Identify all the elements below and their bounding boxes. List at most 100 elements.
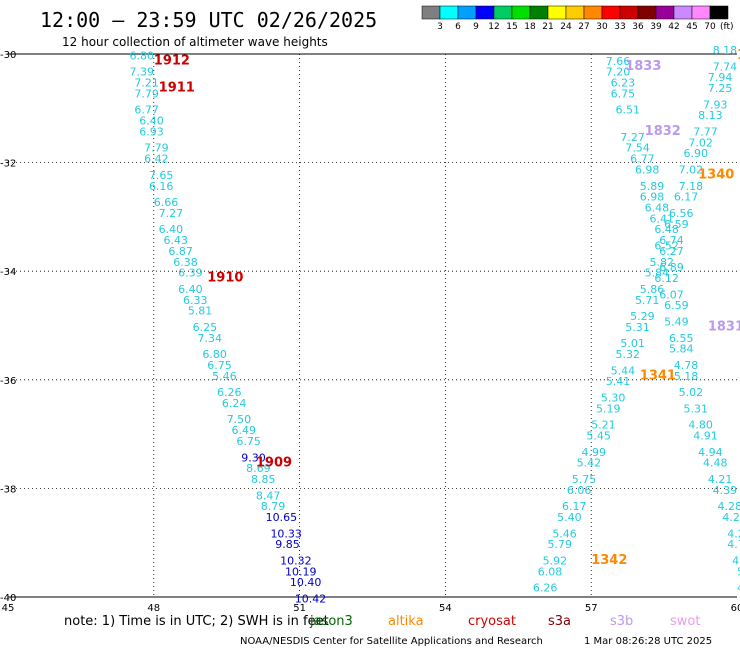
wave-height-label: 7.02 bbox=[679, 163, 704, 176]
satellite-legend-item: altika bbox=[388, 614, 424, 629]
colorbar-swatch bbox=[583, 5, 603, 20]
wave-height-label: 6.90 bbox=[684, 147, 709, 160]
wave-height-label: 5.30 bbox=[601, 392, 626, 405]
lon-tick-label: 57 bbox=[585, 603, 598, 614]
wave-height-label: 6.41 bbox=[650, 212, 675, 225]
wave-height-label: 5.86 bbox=[640, 283, 665, 296]
wave-height-label: 6.17 bbox=[674, 191, 699, 204]
pass-id-label: 1833 bbox=[625, 59, 661, 74]
wave-height-label: 5.71 bbox=[635, 294, 660, 307]
wave-height-label: 6.26 bbox=[217, 386, 242, 399]
wave-height-label: 7.74 bbox=[713, 60, 738, 73]
wave-height-label: 8.13 bbox=[698, 109, 723, 122]
lon-tick-label: 48 bbox=[147, 603, 160, 614]
wave-height-label: 10.33 bbox=[270, 527, 302, 540]
map-area: 454851545760-30-32-34-36-38-40 6.807.397… bbox=[0, 44, 740, 614]
wave-height-label: 7.77 bbox=[693, 125, 718, 138]
lon-tick-label: 54 bbox=[439, 603, 452, 614]
colorbar-label: 21 bbox=[542, 22, 553, 32]
satellite-legend-item: cryosat bbox=[468, 614, 516, 629]
wave-height-label: 6.80 bbox=[202, 348, 227, 361]
wave-height-label: 6.07 bbox=[659, 288, 684, 301]
wave-height-label: 6.75 bbox=[207, 359, 232, 372]
wave-height-label: 7.79 bbox=[134, 87, 159, 100]
wave-height-label: 5.49 bbox=[664, 316, 689, 329]
wave-height-label: 5.84 bbox=[669, 343, 694, 356]
wave-height-label: 6.33 bbox=[183, 294, 208, 307]
wave-height-label: 6.17 bbox=[562, 500, 587, 513]
wave-height-label: 5.42 bbox=[577, 457, 602, 470]
colorbar-swatch bbox=[655, 5, 675, 20]
colorbar-label: 12 bbox=[488, 22, 499, 32]
colorbar-swatch bbox=[439, 5, 459, 20]
colorbar-label: 30 bbox=[596, 22, 608, 32]
wave-height-label: 6.98 bbox=[635, 163, 660, 176]
wave-height-label: 6.77 bbox=[134, 104, 159, 117]
wave-height-label: 7.27 bbox=[159, 207, 184, 220]
colorbar-label: 3 bbox=[437, 22, 443, 32]
wave-height-label: 6.40 bbox=[159, 223, 184, 236]
wave-height-label: 5.82 bbox=[650, 256, 675, 269]
colorbar-label: 6 bbox=[455, 22, 461, 32]
colorbar-label: 42 bbox=[668, 22, 679, 32]
wave-height-label: 7.93 bbox=[703, 98, 728, 111]
colorbar-swatch bbox=[511, 5, 531, 20]
lon-tick-label: 51 bbox=[293, 603, 306, 614]
wave-height-label: 5.46 bbox=[552, 527, 577, 540]
wave-height-label: 5.45 bbox=[586, 430, 611, 443]
wave-height-label: 6.89 bbox=[659, 261, 684, 274]
wave-height-label: 6.49 bbox=[232, 424, 257, 437]
lat-tick-label: -36 bbox=[0, 376, 16, 387]
wave-height-label: 4.74 bbox=[737, 582, 740, 595]
wave-height-label: 6.59 bbox=[664, 299, 689, 312]
wave-height-label: 5.75 bbox=[572, 473, 597, 486]
wave-height-label: 5.81 bbox=[188, 305, 213, 318]
pass-id-label: 1912 bbox=[154, 53, 190, 68]
wave-height-label: 10.40 bbox=[290, 576, 322, 589]
graticule bbox=[8, 54, 737, 597]
colorbar-label: 70 bbox=[704, 22, 716, 32]
wave-height-label: 4.78 bbox=[674, 359, 699, 372]
wave-height-label: 6.16 bbox=[149, 180, 174, 193]
wave-height-label: 6.48 bbox=[654, 223, 679, 236]
wave-height-label: 6.25 bbox=[193, 321, 218, 334]
wave-height-label: 9.30 bbox=[241, 451, 266, 464]
satellite-legend-item: jason3 bbox=[309, 614, 353, 629]
wave-height-label: 5.19 bbox=[596, 402, 621, 415]
lat-tick-label: -30 bbox=[0, 50, 16, 61]
wave-height-label: 6.56 bbox=[669, 207, 694, 220]
colorbar-swatch bbox=[565, 5, 585, 20]
wave-height-label: 7.54 bbox=[625, 142, 650, 155]
wave-height-label: 5.31 bbox=[625, 321, 650, 334]
colorbar-label: 24 bbox=[560, 22, 572, 32]
colorbar-unit: (ft) bbox=[720, 22, 734, 32]
wave-height-label: 6.66 bbox=[154, 196, 179, 209]
wave-height-label: 4.79 bbox=[727, 538, 740, 551]
colorbar-label: 36 bbox=[632, 22, 644, 32]
colorbar-label: 18 bbox=[524, 22, 536, 32]
wave-height-label: 6.43 bbox=[164, 234, 189, 247]
colorbar-swatch bbox=[421, 5, 441, 20]
colorbar: 3 6 9 12 15 18 21 24 27 30 33 36 39 42 45 70 bbox=[421, 5, 729, 32]
colorbar-swatch bbox=[709, 5, 729, 20]
satellite-legend-item: swot bbox=[670, 614, 700, 629]
wave-height-label: 5.21 bbox=[591, 419, 616, 432]
wave-height-label: 7.65 bbox=[149, 169, 174, 182]
satellite-legend-item: s3b bbox=[610, 614, 633, 629]
colorbar-label: 33 bbox=[614, 22, 625, 32]
wave-height-label: 5.44 bbox=[611, 364, 636, 377]
wave-height-label: 5.18 bbox=[674, 370, 699, 383]
note-text: note: 1) Time is in UTC; 2) SWH is in fe… bbox=[64, 614, 329, 629]
wave-height-label: 7.39 bbox=[130, 66, 155, 79]
wave-height-label: 4.91 bbox=[693, 430, 718, 443]
wave-height-label: 6.27 bbox=[659, 245, 684, 258]
pass-id-label: 1832 bbox=[645, 124, 681, 139]
wave-height-label: 8.69 bbox=[246, 462, 271, 475]
wave-height-label: 8.85 bbox=[251, 473, 276, 486]
pass-id-label: 1341 bbox=[640, 368, 676, 383]
wave-height-label: 5.36 bbox=[737, 565, 740, 578]
colorbar-swatch bbox=[619, 5, 639, 20]
footer-timestamp: 1 Mar 08:26:28 UTC 2025 bbox=[584, 636, 712, 647]
wave-height-label: 4.99 bbox=[581, 446, 606, 459]
wave-height-label: 10.19 bbox=[285, 565, 317, 578]
